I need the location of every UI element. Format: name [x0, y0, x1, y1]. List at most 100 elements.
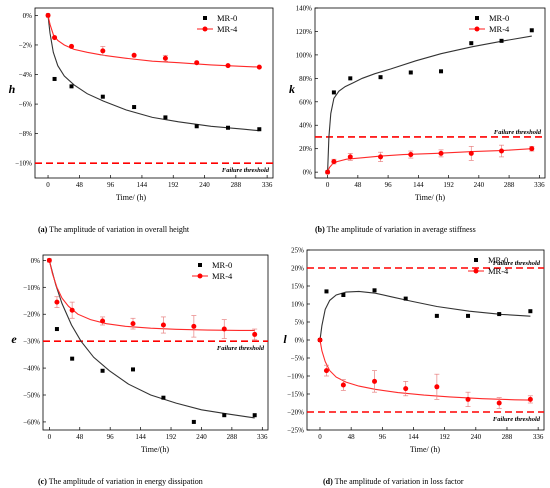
panel-b-xlabel: Time/ (h): [415, 193, 445, 202]
panel-b-ytick-label: 20%: [299, 145, 312, 153]
panel-b-point-mr4: [325, 169, 331, 175]
panel-b-ytick-label: 40%: [299, 122, 312, 130]
panel-d-point-mr0: [434, 313, 439, 318]
panel-a-fit-mr-0: [47, 15, 260, 132]
panel-c-point-mr4: [221, 326, 227, 332]
panel-d-xtick-label: 48: [348, 433, 356, 441]
panel-a-caption: (a) The amplitude of variation in overal…: [38, 225, 190, 234]
panel-d-fit-mr-0: [319, 290, 531, 341]
panel-d-ytick-label: 10%: [291, 301, 304, 309]
panel-d-ytick-label: 0%: [295, 337, 305, 345]
panel-d-ylabel: l: [283, 332, 287, 346]
panel-a-ytick-label: −8%: [19, 130, 32, 138]
panel-b-ylabel: k: [289, 82, 295, 96]
panel-a-xtick-label: 336: [262, 181, 273, 189]
panel-d-threshold-label: Failure threshold: [493, 260, 541, 267]
panel-b-xtick-label: 240: [474, 181, 485, 189]
panel-d-ytick-label: −20%: [287, 409, 304, 417]
panel-d-point-mr4: [323, 368, 329, 374]
panel-b-ytick-label: 140%: [296, 5, 313, 13]
panel-c-ytick-label: −20%: [23, 311, 40, 319]
panel-c-frame: [42, 254, 269, 431]
panel-c-xlabel: Time/(h): [141, 445, 169, 454]
panel-b-point-mr4: [347, 154, 353, 160]
panel-c-fit-mr-4: [48, 260, 255, 331]
panel-b-point-mr4: [438, 150, 444, 156]
panel-b-point-mr4: [529, 146, 535, 152]
panel-b-point-mr0: [439, 69, 444, 74]
panel-a-ytick-label: −10%: [15, 160, 32, 168]
panel-c-point-mr4: [252, 331, 258, 337]
panel-c-xtick-label: 144: [135, 433, 146, 441]
panel-d-point-mr0: [372, 288, 377, 293]
panel-a-point-mr0: [194, 124, 199, 129]
panel-a-point-mr0: [132, 105, 137, 110]
panel-b-ytick-label: 120%: [296, 28, 313, 36]
panel-c-legend-label: MR-0: [212, 260, 232, 270]
panel-d-point-mr0: [341, 293, 346, 297]
panel-a-legend-label: MR-0: [217, 13, 237, 23]
panel-d-point-mr0: [497, 312, 502, 317]
panel-c-point-mr0: [252, 413, 257, 418]
panel-d-ytick-label: −25%: [287, 427, 304, 435]
panel-c-xtick-label: 192: [166, 433, 177, 441]
panel-d-xtick-label: 0: [318, 433, 322, 441]
panel-b-point-mr4: [378, 154, 384, 160]
panel-c-legend-marker-mr0: [198, 263, 202, 267]
panel-d-xtick-label: 144: [408, 433, 419, 441]
panel-d-ytick-label: −15%: [287, 391, 304, 399]
panel-b-xtick-label: 0: [326, 181, 330, 189]
panel-d: l Time/ (h) (d) The amplitude of variati…: [283, 247, 545, 486]
panel-b-xtick-label: 144: [413, 181, 424, 189]
panel-a: h Time/ (h) (a) The amplitude of variati…: [9, 7, 274, 234]
panel-b-caption: (b) The amplitude of variation in averag…: [315, 225, 476, 234]
panel-d-ytick-label: −10%: [287, 373, 304, 381]
panel-b-point-mr0: [529, 28, 534, 33]
panel-b-fit-mr-4: [327, 148, 532, 173]
panel-c-ytick-label: −30%: [23, 338, 40, 346]
panel-a-point-mr0: [257, 127, 262, 132]
panel-b-point-mr4: [468, 150, 474, 156]
panel-a-point-mr4: [194, 60, 200, 66]
panel-b-point-mr0: [499, 38, 504, 43]
panel-c-point-mr0: [131, 367, 135, 372]
panel-c-xtick-label: 288: [227, 433, 238, 441]
panel-b-legend-marker-mr0: [475, 16, 479, 20]
panel-a-frame: [34, 7, 274, 179]
panel-d-xtick-label: 192: [439, 433, 450, 441]
panel-c-legend-label: MR-4: [212, 271, 233, 281]
panel-d-ytick-label: 15%: [291, 283, 304, 291]
panel-a-xtick-label: 48: [76, 181, 84, 189]
panel-b-point-mr0: [348, 76, 353, 81]
panel-a-xtick-label: 0: [46, 181, 50, 189]
panel-a-point-mr4: [131, 52, 137, 58]
panel-c-point-mr0: [100, 368, 105, 373]
panel-b-point-mr0: [408, 70, 413, 75]
panel-d-point-mr0: [528, 309, 533, 314]
panel-a-legend-label: MR-4: [217, 24, 238, 34]
panel-b: k Time/ (h) (b) The amplitude of variati…: [289, 5, 546, 234]
panel-a-point-mr4: [162, 55, 168, 61]
panel-d-legend-marker-mr4: [473, 268, 479, 274]
panel-d-legend-label: MR-0: [488, 255, 508, 265]
panel-b-point-mr4: [408, 152, 414, 158]
panel-b-xtick-label: 336: [534, 181, 545, 189]
panel-c-ytick-label: −50%: [23, 392, 40, 400]
panel-d-frame: [306, 249, 545, 431]
panel-c-point-mr0: [161, 395, 166, 400]
panel-c-xtick-label: 96: [107, 433, 115, 441]
panel-b-point-mr0: [469, 41, 474, 46]
panel-a-point-mr0: [52, 76, 57, 81]
panel-b-ytick-label: 80%: [299, 75, 312, 83]
panel-d-xtick-label: 96: [379, 433, 387, 441]
panel-a-ytick-label: −2%: [19, 41, 32, 49]
panel-a-point-mr4: [256, 64, 262, 70]
panel-c-ytick-label: −10%: [23, 284, 40, 292]
panel-c-point-mr4: [54, 299, 60, 305]
panel-b-xtick-label: 96: [385, 181, 393, 189]
panel-d-point-mr4: [434, 384, 440, 390]
panel-b-frame: [314, 7, 546, 179]
panel-a-xtick-label: 288: [231, 181, 242, 189]
panel-b-caption-tag: (b): [315, 225, 325, 234]
panel-a-point-mr4: [69, 43, 75, 49]
